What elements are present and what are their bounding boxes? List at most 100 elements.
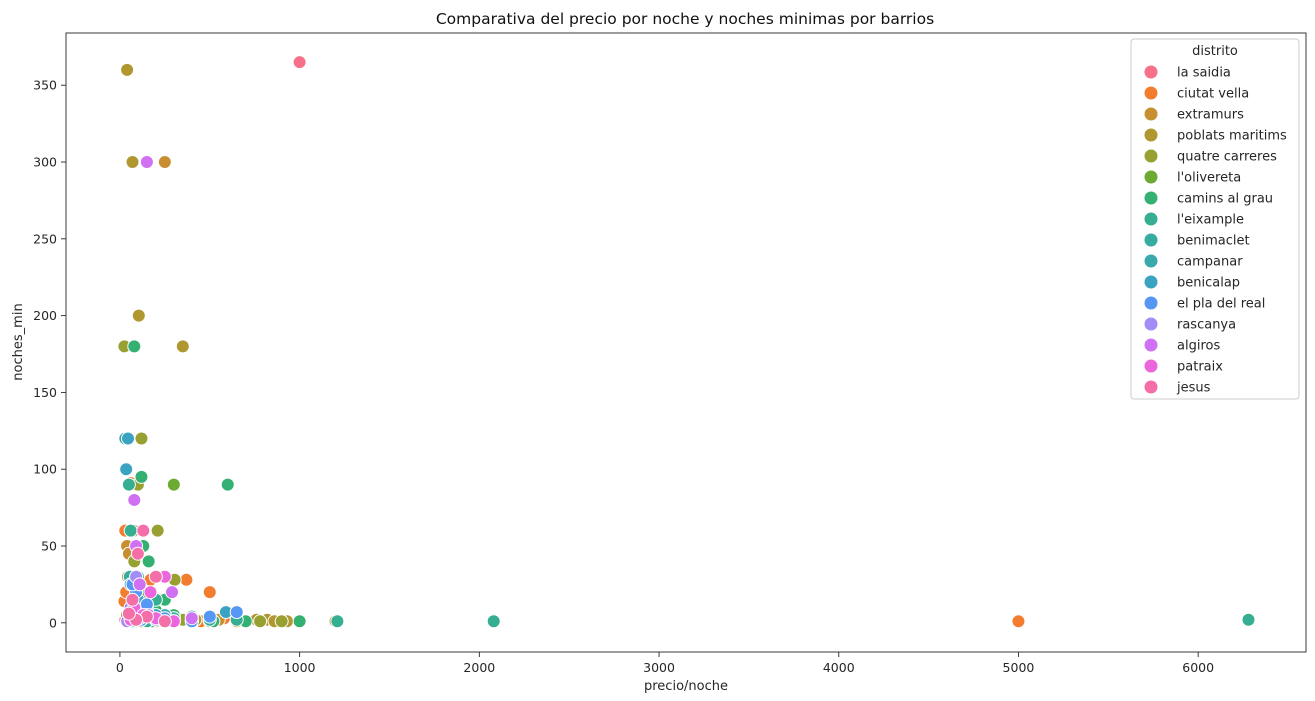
- data-point: [179, 572, 194, 587]
- data-point: [253, 614, 268, 629]
- y-tick-label: 50: [41, 539, 57, 554]
- x-tick-label: 4000: [823, 660, 855, 675]
- data-point: [132, 577, 147, 592]
- data-point: [127, 492, 142, 507]
- y-tick-label: 300: [33, 155, 57, 170]
- legend-label: quatre carreres: [1177, 150, 1277, 165]
- legend-label: benicalap: [1177, 276, 1240, 291]
- legend-label: camins al grau: [1177, 192, 1273, 207]
- legend-marker: [1144, 275, 1158, 289]
- data-point: [274, 614, 289, 629]
- legend-marker: [1144, 212, 1158, 226]
- legend-label: jesus: [1176, 381, 1211, 396]
- data-point: [134, 469, 149, 484]
- legend-items: la saidia ciutat vella extramurs poblats ma…: [1144, 65, 1287, 396]
- data-point: [175, 339, 190, 354]
- data-point: [157, 614, 172, 629]
- data-point: [121, 431, 135, 446]
- legend: distrito la saidia ciutat vella extramurs p…: [1130, 38, 1300, 400]
- data-point: [486, 614, 501, 629]
- legend-label: extramurs: [1177, 108, 1244, 123]
- legend-marker: [1144, 338, 1158, 352]
- legend-marker: [1144, 65, 1158, 79]
- legend-marker: [1144, 107, 1158, 121]
- data-point: [330, 614, 345, 629]
- x-tick-label: 2000: [463, 660, 495, 675]
- x-tick-label: 0: [116, 660, 124, 675]
- legend-marker: [1144, 149, 1158, 163]
- data-point: [220, 477, 235, 492]
- legend-label: patraix: [1177, 360, 1223, 375]
- legend-label: rascanya: [1177, 318, 1236, 333]
- y-tick-label: 100: [33, 462, 57, 477]
- plot-frame: [65, 32, 1307, 653]
- data-point: [120, 62, 135, 77]
- data-point: [1011, 614, 1026, 629]
- data-point: [134, 431, 149, 446]
- data-point: [125, 592, 140, 607]
- x-tick-label: 5000: [1003, 660, 1035, 675]
- legend-label: ciutat vella: [1177, 87, 1249, 102]
- data-point: [157, 155, 172, 170]
- legend-title: distrito: [1192, 44, 1238, 59]
- legend-marker: [1144, 380, 1158, 394]
- legend-label: campanar: [1177, 255, 1243, 270]
- data-point: [184, 611, 199, 626]
- legend-label: el pla del real: [1177, 297, 1265, 312]
- legend-label: l'olivereta: [1177, 171, 1241, 186]
- y-tick-label: 150: [33, 385, 57, 400]
- data-point: [121, 606, 136, 621]
- y-tick-label: 350: [33, 78, 57, 93]
- data-point: [136, 523, 151, 538]
- y-tick-label: 0: [49, 615, 57, 630]
- data-point: [292, 614, 307, 629]
- y-tick-label: 250: [33, 231, 57, 246]
- legend-label: l'eixample: [1177, 213, 1244, 228]
- plot-area: 0 1000 2000 3000 4000 5000 6000 0 50 100 150 200 25…: [33, 32, 1307, 675]
- data-point: [202, 585, 217, 600]
- x-tick-label: 3000: [643, 660, 675, 675]
- data-point: [130, 546, 145, 561]
- legend-marker: [1144, 233, 1158, 247]
- data-point: [119, 462, 134, 477]
- y-tick-label: 200: [33, 308, 57, 323]
- legend-marker: [1144, 86, 1158, 100]
- x-axis-ticks: 0 1000 2000 3000 4000 5000 6000: [116, 652, 1214, 675]
- legend-label: poblats maritims: [1177, 129, 1287, 144]
- data-point: [165, 585, 180, 600]
- data-point: [150, 523, 165, 538]
- legend-label: benimaclet: [1177, 234, 1250, 249]
- data-point: [131, 308, 146, 323]
- data-point: [166, 477, 181, 492]
- data-point: [1241, 612, 1256, 627]
- data-point: [292, 55, 307, 70]
- x-axis-label: precio/noche: [644, 679, 728, 694]
- chart-title: Comparativa del precio por noche y noche…: [436, 10, 934, 28]
- data-point: [141, 554, 156, 569]
- x-tick-label: 1000: [284, 660, 316, 675]
- y-axis-label: noches_min: [11, 303, 26, 380]
- data-point: [125, 155, 140, 170]
- data-point: [127, 339, 142, 354]
- data-points: [117, 55, 1256, 629]
- data-point: [143, 585, 158, 600]
- legend-marker: [1144, 359, 1158, 373]
- legend-marker: [1144, 191, 1158, 205]
- data-point: [148, 569, 163, 584]
- legend-marker: [1144, 128, 1158, 142]
- legend-marker: [1144, 296, 1158, 310]
- legend-marker: [1144, 170, 1158, 184]
- data-point: [123, 523, 138, 538]
- legend-label: algiros: [1177, 339, 1220, 354]
- legend-marker: [1144, 254, 1158, 268]
- legend-label: la saidia: [1177, 66, 1231, 81]
- y-axis-ticks: 0 50 100 150 200 250 300 350: [33, 78, 66, 630]
- data-point: [121, 477, 136, 492]
- legend-box: [1130, 38, 1300, 400]
- data-point: [202, 609, 217, 624]
- legend-marker: [1144, 317, 1158, 331]
- x-tick-label: 6000: [1182, 660, 1214, 675]
- data-point: [229, 605, 244, 620]
- data-point: [139, 155, 154, 170]
